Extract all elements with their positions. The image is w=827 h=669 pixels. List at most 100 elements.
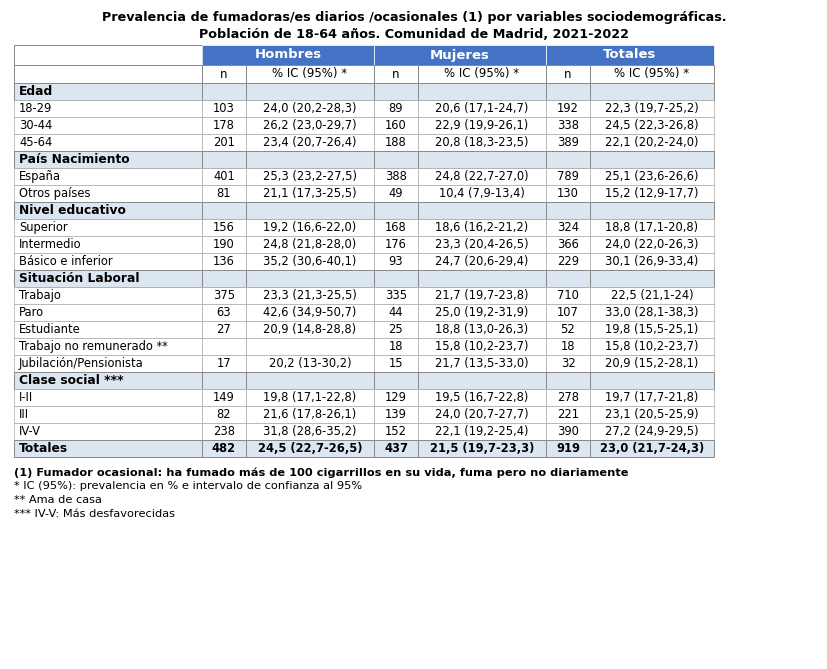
- Text: 176: 176: [385, 238, 406, 251]
- Text: Mujeres: Mujeres: [429, 48, 490, 62]
- Text: 152: 152: [385, 425, 407, 438]
- Bar: [545, 253, 590, 270]
- Text: 24,8 (21,8-28,0): 24,8 (21,8-28,0): [263, 238, 356, 251]
- Bar: [374, 65, 418, 83]
- Text: 21,7 (19,7-23,8): 21,7 (19,7-23,8): [435, 289, 528, 302]
- Bar: [545, 219, 590, 236]
- Text: 22,1 (20,2-24,0): 22,1 (20,2-24,0): [605, 136, 698, 149]
- Bar: [590, 321, 713, 338]
- Bar: [418, 406, 545, 423]
- Bar: [14, 270, 202, 287]
- Text: 168: 168: [385, 221, 406, 234]
- Bar: [374, 253, 418, 270]
- Bar: [14, 253, 202, 270]
- Text: 21,6 (17,8-26,1): 21,6 (17,8-26,1): [263, 408, 356, 421]
- Bar: [246, 304, 374, 321]
- Bar: [545, 65, 590, 83]
- Text: Edad: Edad: [19, 85, 53, 98]
- Bar: [590, 372, 713, 389]
- Text: 20,9 (14,8-28,8): 20,9 (14,8-28,8): [263, 323, 356, 336]
- Text: Estudiante: Estudiante: [19, 323, 81, 336]
- Text: 229: 229: [557, 255, 578, 268]
- Bar: [14, 321, 202, 338]
- Text: 89: 89: [389, 102, 403, 115]
- Text: 24,0 (20,2-28,3): 24,0 (20,2-28,3): [263, 102, 356, 115]
- Text: 375: 375: [213, 289, 235, 302]
- Text: n: n: [563, 68, 571, 80]
- Text: 42,6 (34,9-50,7): 42,6 (34,9-50,7): [263, 306, 356, 319]
- Text: ** Ama de casa: ** Ama de casa: [14, 495, 102, 505]
- Bar: [246, 83, 374, 100]
- Text: 482: 482: [212, 442, 236, 455]
- Bar: [590, 406, 713, 423]
- Text: 27: 27: [217, 323, 231, 336]
- Bar: [246, 253, 374, 270]
- Bar: [202, 83, 246, 100]
- Bar: [545, 338, 590, 355]
- Bar: [246, 168, 374, 185]
- Text: 188: 188: [385, 136, 406, 149]
- Bar: [14, 168, 202, 185]
- Text: III: III: [19, 408, 29, 421]
- Text: Intermedio: Intermedio: [19, 238, 82, 251]
- Text: 32: 32: [560, 357, 575, 370]
- Text: % IC (95%) *: % IC (95%) *: [614, 68, 689, 80]
- Bar: [590, 219, 713, 236]
- Text: 19,7 (17,7-21,8): 19,7 (17,7-21,8): [605, 391, 698, 404]
- Text: 20,8 (18,3-23,5): 20,8 (18,3-23,5): [435, 136, 528, 149]
- Text: 24,0 (20,7-27,7): 24,0 (20,7-27,7): [435, 408, 528, 421]
- Bar: [202, 406, 246, 423]
- Text: Trabajo: Trabajo: [19, 289, 61, 302]
- Bar: [374, 321, 418, 338]
- Text: 366: 366: [557, 238, 578, 251]
- Bar: [202, 270, 246, 287]
- Bar: [14, 83, 202, 100]
- Text: 25,1 (23,6-26,6): 25,1 (23,6-26,6): [605, 170, 698, 183]
- Bar: [14, 355, 202, 372]
- Text: Hombres: Hombres: [254, 48, 321, 62]
- Bar: [246, 321, 374, 338]
- Bar: [14, 45, 202, 65]
- Text: 82: 82: [217, 408, 231, 421]
- Text: 35,2 (30,6-40,1): 35,2 (30,6-40,1): [263, 255, 356, 268]
- Bar: [418, 65, 545, 83]
- Bar: [374, 406, 418, 423]
- Text: 338: 338: [557, 119, 578, 132]
- Text: 93: 93: [388, 255, 403, 268]
- Text: País Nacimiento: País Nacimiento: [19, 153, 130, 166]
- Bar: [14, 440, 202, 457]
- Text: 31,8 (28,6-35,2): 31,8 (28,6-35,2): [263, 425, 356, 438]
- Bar: [202, 355, 246, 372]
- Bar: [418, 151, 545, 168]
- Text: 10,4 (7,9-13,4): 10,4 (7,9-13,4): [438, 187, 524, 200]
- Bar: [545, 355, 590, 372]
- Bar: [246, 185, 374, 202]
- Bar: [590, 423, 713, 440]
- Bar: [14, 185, 202, 202]
- Text: Clase social ***: Clase social ***: [19, 374, 123, 387]
- Bar: [374, 100, 418, 117]
- Text: 18: 18: [560, 340, 575, 353]
- Text: 201: 201: [213, 136, 235, 149]
- Text: 389: 389: [557, 136, 578, 149]
- Bar: [590, 168, 713, 185]
- Text: 324: 324: [557, 221, 578, 234]
- Bar: [246, 440, 374, 457]
- Bar: [202, 338, 246, 355]
- Bar: [590, 270, 713, 287]
- Text: 388: 388: [385, 170, 406, 183]
- Text: 15,8 (10,2-23,7): 15,8 (10,2-23,7): [605, 340, 698, 353]
- Text: 15,2 (12,9-17,7): 15,2 (12,9-17,7): [605, 187, 698, 200]
- Bar: [418, 321, 545, 338]
- Bar: [545, 372, 590, 389]
- Text: 18,6 (16,2-21,2): 18,6 (16,2-21,2): [435, 221, 528, 234]
- Bar: [545, 117, 590, 134]
- Text: 19,8 (17,1-22,8): 19,8 (17,1-22,8): [263, 391, 356, 404]
- Text: 49: 49: [389, 187, 403, 200]
- Bar: [590, 83, 713, 100]
- Bar: [590, 304, 713, 321]
- Text: *** IV-V: Más desfavorecidas: *** IV-V: Más desfavorecidas: [14, 509, 174, 519]
- Bar: [374, 83, 418, 100]
- Text: 107: 107: [557, 306, 578, 319]
- Bar: [14, 134, 202, 151]
